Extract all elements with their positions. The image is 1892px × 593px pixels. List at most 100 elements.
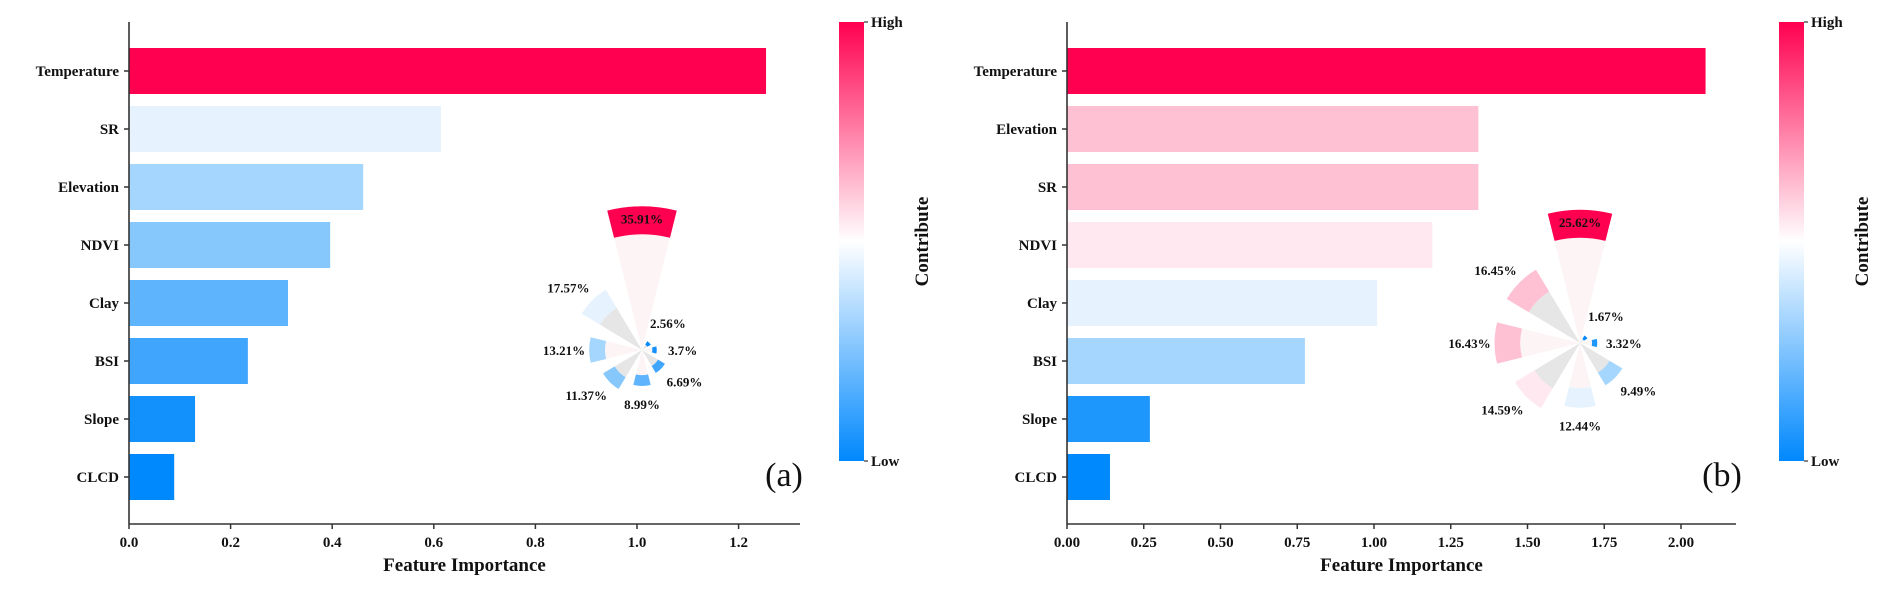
polar-wedge-slope xyxy=(1591,338,1598,348)
xtick-label: 0.50 xyxy=(1207,535,1233,551)
ytick-label: Elevation xyxy=(58,180,119,196)
polar-percent-label: 8.99% xyxy=(624,397,660,412)
xtick-label: 0.6 xyxy=(424,535,443,551)
xtick-label: 2.00 xyxy=(1668,535,1694,551)
xtick-label: 1.50 xyxy=(1514,535,1540,551)
xtick-label: 1.75 xyxy=(1591,535,1617,551)
polar-wedge-base xyxy=(614,350,642,378)
ytick-label: Elevation xyxy=(996,122,1057,138)
xtick-label: 1.25 xyxy=(1438,535,1464,551)
polar-wedge-bsi xyxy=(1597,360,1623,386)
x-axis-label: Feature Importance xyxy=(383,555,546,576)
ytick-label: Slope xyxy=(84,412,119,428)
polar-wedge-base xyxy=(642,344,648,350)
polar-wedge-clay xyxy=(1564,386,1596,408)
polar-percent-label: 2.56% xyxy=(650,316,686,331)
bar-sr xyxy=(129,106,441,152)
polar-percent-label: 1.67% xyxy=(1588,309,1624,324)
ytick-label: SR xyxy=(100,122,119,138)
bar-clcd xyxy=(1067,454,1110,500)
polar-percent-label: 3.7% xyxy=(668,343,697,358)
ytick-label: BSI xyxy=(1033,354,1057,370)
polar-wedge-sr xyxy=(581,289,617,325)
colorbar-low-label: Low xyxy=(871,454,900,470)
polar-percent-label: 11.37% xyxy=(565,388,607,403)
polar-wedge-base xyxy=(1528,291,1580,343)
bar-elevation xyxy=(1067,106,1479,152)
panel-label: (a) xyxy=(765,457,803,494)
xtick-label: 0.4 xyxy=(323,535,342,551)
polar-wedge-base xyxy=(1534,343,1580,389)
xtick-label: 0.25 xyxy=(1131,535,1157,551)
ytick-label: Clay xyxy=(1027,296,1058,312)
polar-percent-label: 14.59% xyxy=(1481,402,1523,417)
polar-wedge-base xyxy=(1580,343,1610,373)
ytick-label: SR xyxy=(1038,180,1057,196)
bar-clay xyxy=(1067,280,1378,326)
polar-percent-label: 12.44% xyxy=(1559,419,1601,434)
bar-sr xyxy=(1067,164,1479,210)
ytick-label: Temperature xyxy=(36,64,120,80)
xtick-label: 1.2 xyxy=(729,535,748,551)
polar-wedge-clcd xyxy=(1582,335,1588,341)
polar-percent-label: 16.43% xyxy=(1448,336,1490,351)
polar-percent-label: 6.69% xyxy=(667,375,703,390)
polar-wedge-slope xyxy=(652,346,657,354)
ytick-label: Clay xyxy=(89,296,120,312)
polar-wedge-base xyxy=(599,307,642,350)
colorbar-title: Contribute xyxy=(1852,197,1873,287)
polar-wedge-bsi xyxy=(651,359,665,373)
polar-percent-label: 13.21% xyxy=(543,343,585,358)
polar-percent-label: 9.49% xyxy=(1621,384,1657,399)
bar-slope xyxy=(129,396,196,442)
polar-percent-label: 35.91% xyxy=(621,211,663,226)
bar-slope xyxy=(1067,396,1150,442)
bar-elevation xyxy=(129,164,364,210)
polar-wedge-temperature xyxy=(1547,209,1613,241)
polar-wedge-clcd xyxy=(645,341,651,347)
polar-wedge-base xyxy=(1554,237,1606,343)
polar-inset: 25.62% 1.67% 3.32% 9.49% 12.44% 14.59% 16.43% 1… xyxy=(1448,209,1657,434)
colorbar-high-label: High xyxy=(871,15,903,31)
xtick-label: 1.00 xyxy=(1361,535,1387,551)
ytick-label: Slope xyxy=(1022,412,1057,428)
ytick-label: Temperature xyxy=(974,64,1058,80)
xtick-label: 0.0 xyxy=(120,535,139,551)
x-axis-label: Feature Importance xyxy=(1320,555,1483,576)
ytick-label: NDVI xyxy=(1019,238,1057,254)
bar-bsi xyxy=(129,338,248,384)
ytick-label: BSI xyxy=(95,354,119,370)
colorbar xyxy=(839,22,864,461)
panel-b: Temperature Elevation SR NDVI Clay BSI Slope CL… xyxy=(974,15,1873,576)
polar-wedge-clay xyxy=(633,374,651,386)
polar-wedge-base xyxy=(1520,328,1580,358)
panel-a: Temperature SR Elevation NDVI Clay BSI Slope CL… xyxy=(36,15,933,576)
polar-wedge-base xyxy=(635,350,649,376)
polar-wedge-elevation xyxy=(1506,269,1550,313)
colorbar-high-label: High xyxy=(1811,15,1843,31)
polar-inset: 35.91% 2.56% 3.7% 6.69% 8.99% 11.37% 13.21% 17.… xyxy=(543,206,702,412)
polar-wedge-temperature xyxy=(607,206,677,238)
ytick-label: CLCD xyxy=(1014,470,1057,486)
bar-temperature xyxy=(129,48,767,94)
xtick-label: 1.0 xyxy=(628,535,647,551)
xtick-label: 0.2 xyxy=(221,535,240,551)
polar-percent-label: 17.57% xyxy=(547,281,589,296)
polar-wedge-ndvi xyxy=(1514,370,1553,409)
polar-wedge-base xyxy=(642,347,653,353)
polar-wedge-ndvi xyxy=(603,366,626,389)
bar-bsi xyxy=(1067,338,1305,384)
polar-wedge-sr xyxy=(1494,322,1522,364)
xtick-label: 0.00 xyxy=(1054,535,1080,551)
bar-ndvi xyxy=(129,222,331,268)
bar-ndvi xyxy=(1067,222,1433,268)
bar-clcd xyxy=(129,454,175,500)
colorbar-title: Contribute xyxy=(912,197,933,287)
polar-wedge-base xyxy=(642,350,659,367)
bar-temperature xyxy=(1067,48,1706,94)
polar-percent-label: 3.32% xyxy=(1606,336,1642,351)
polar-wedge-base xyxy=(605,341,642,359)
ytick-label: NDVI xyxy=(81,238,119,254)
polar-wedge-base xyxy=(1580,340,1593,346)
